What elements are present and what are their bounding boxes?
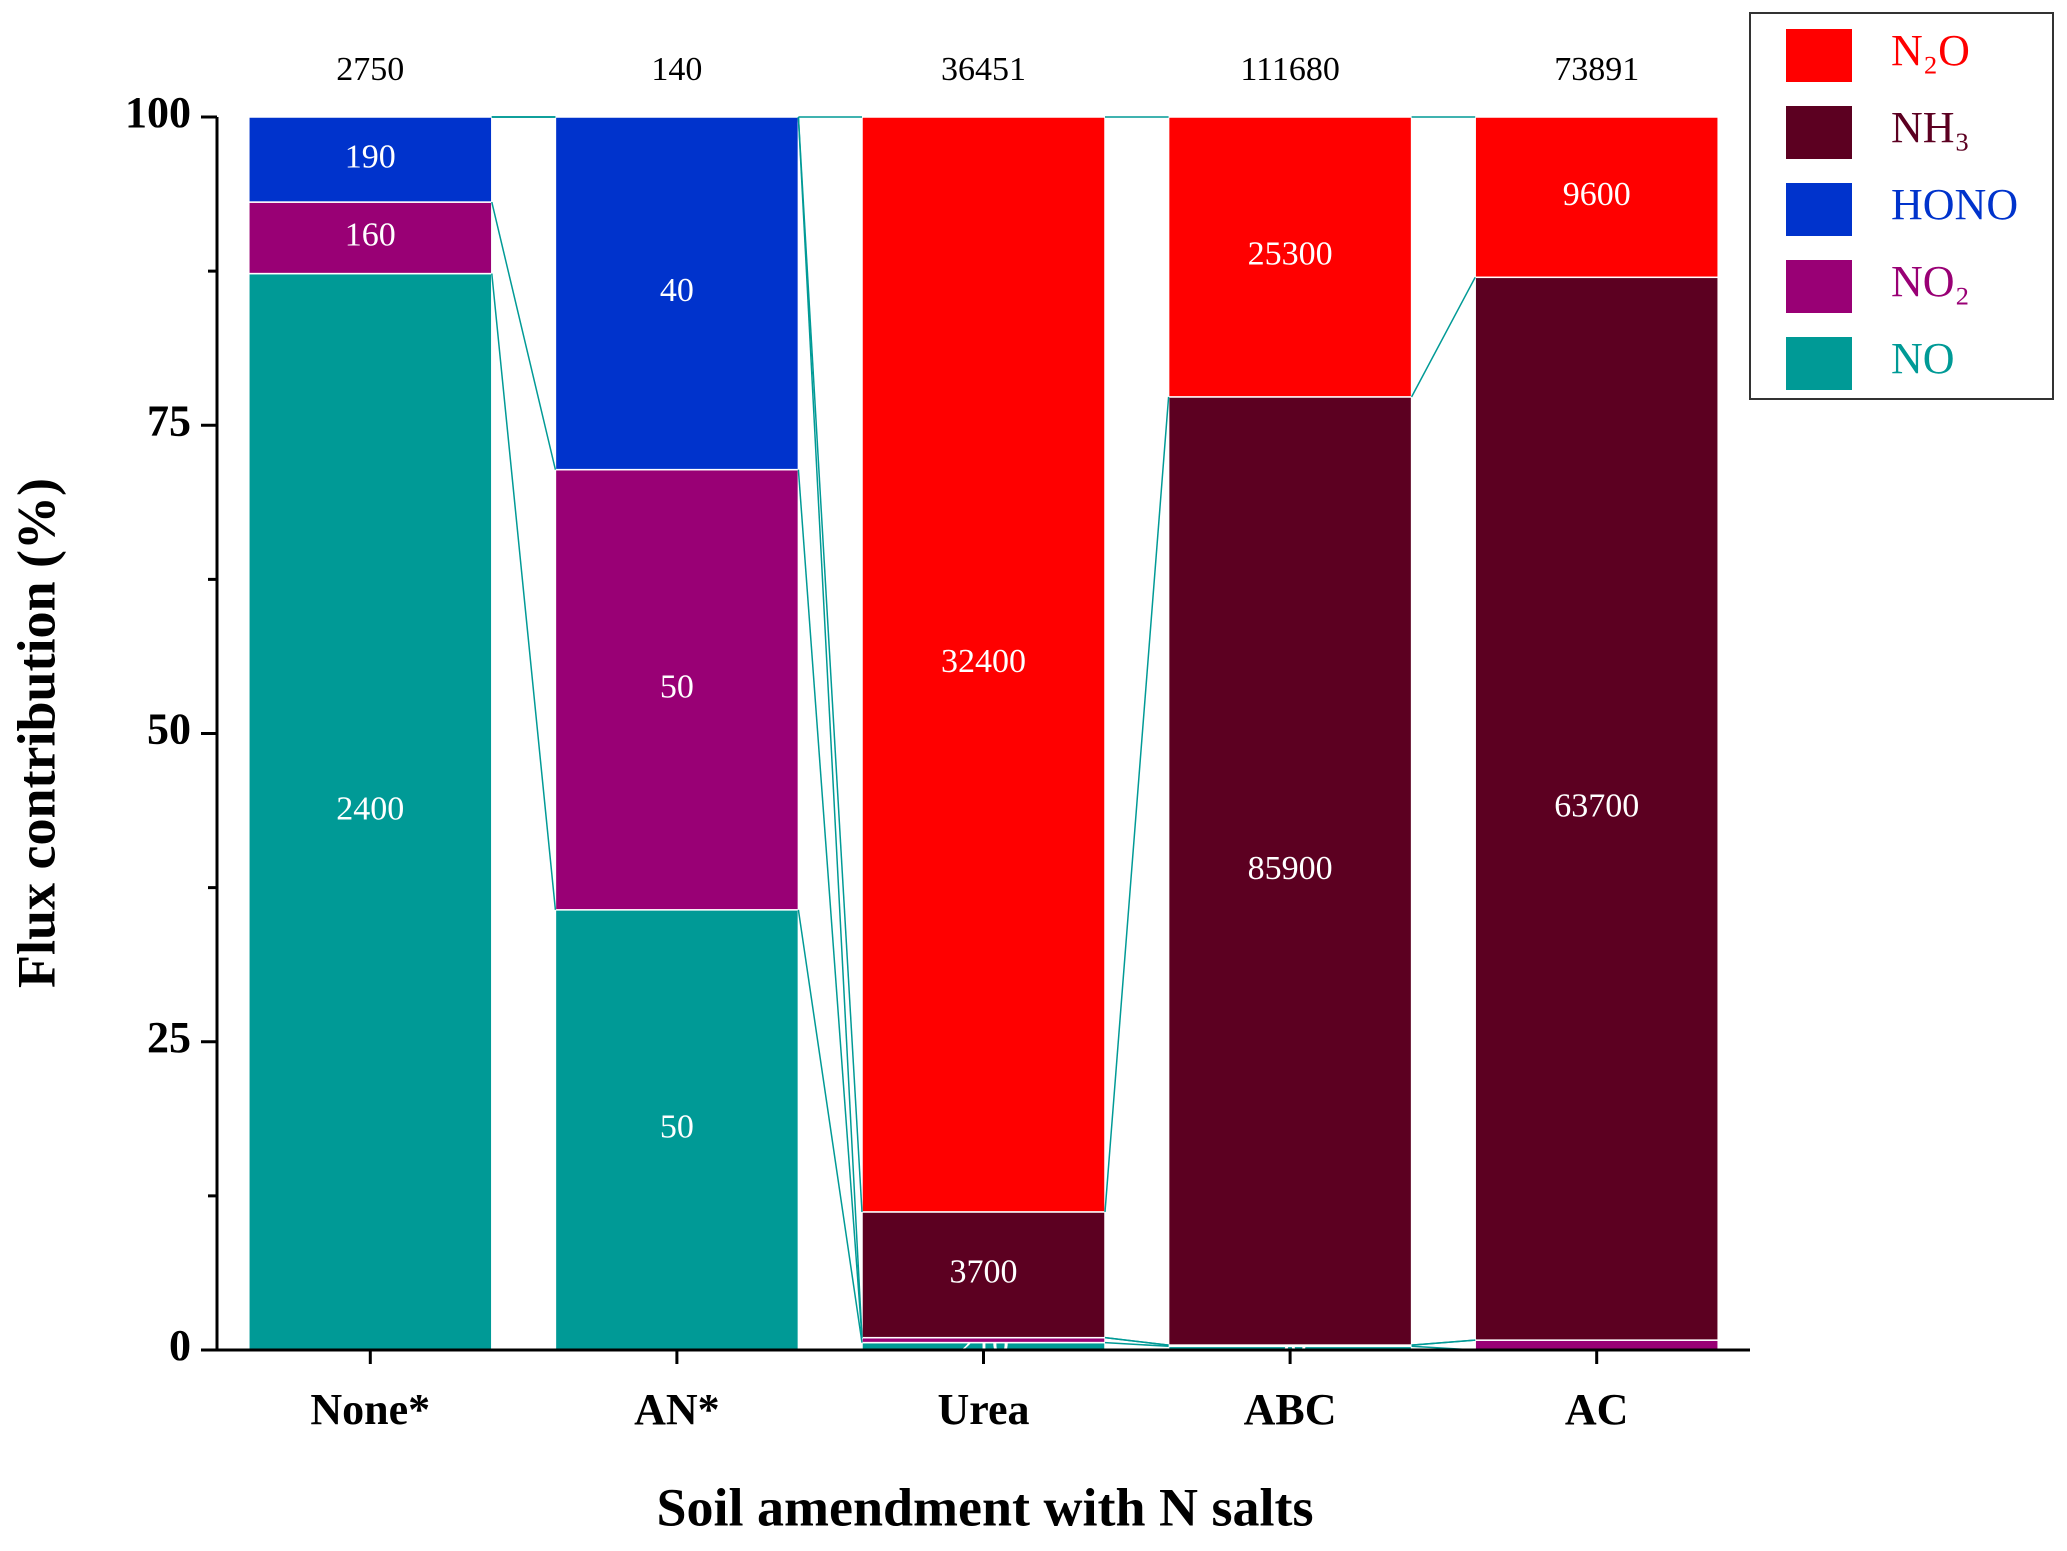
y-tick-label: 100 <box>125 88 191 137</box>
data-label: 190 <box>345 138 396 175</box>
bar-segment <box>861 116 1106 1213</box>
legend-label: NH₃ <box>1891 103 1970 152</box>
bar-segment <box>554 909 800 1351</box>
data-label: 2400 <box>336 791 404 828</box>
connector <box>491 201 557 470</box>
data-label: 40 <box>660 272 694 309</box>
y-axis-title: Flux contribution (%) <box>6 478 66 988</box>
y-tick-label: 0 <box>169 1321 191 1370</box>
bar-segment <box>1474 276 1719 1341</box>
legend-label: NO <box>1891 334 1955 383</box>
bar-segment <box>554 468 800 911</box>
connector <box>797 116 863 1338</box>
connector <box>1104 1336 1169 1346</box>
data-label: 32400 <box>941 643 1026 680</box>
data-label: 25300 <box>1248 236 1333 273</box>
connector <box>1410 276 1476 398</box>
connector <box>797 909 863 1343</box>
total-label: 140 <box>651 51 702 88</box>
bar-segment <box>861 1211 1106 1339</box>
bar-segment <box>554 116 800 471</box>
legend-swatch <box>1786 337 1852 390</box>
x-tick-label: AC <box>1565 1385 1629 1434</box>
total-label: 73891 <box>1554 51 1639 88</box>
x-axis-title: Soil amendment with N salts <box>656 1477 1313 1537</box>
total-label: 36451 <box>941 51 1026 88</box>
connector <box>1411 1339 1476 1346</box>
legend-swatch <box>1786 29 1852 82</box>
y-tick-label: 25 <box>147 1013 191 1062</box>
legend-label: N₂O <box>1891 26 1970 75</box>
data-label: 50 <box>660 1109 694 1146</box>
x-tick-label: ABC <box>1244 1385 1337 1434</box>
bar-segment <box>1167 396 1413 1346</box>
data-label: 63700 <box>1554 788 1639 825</box>
legend-swatch <box>1786 183 1852 236</box>
legend-label: HONO <box>1891 180 2018 229</box>
x-tick-label: Urea <box>937 1385 1029 1434</box>
connector <box>491 273 557 910</box>
connector <box>1104 396 1170 1212</box>
data-label: 160 <box>345 217 396 254</box>
bar-segment <box>248 272 493 1351</box>
legend-swatch <box>1786 260 1852 313</box>
total-label: 2750 <box>336 51 404 88</box>
x-tick-label: None* <box>310 1385 430 1434</box>
total-label: 111680 <box>1240 51 1339 88</box>
bar-segment <box>1167 116 1413 398</box>
connector <box>797 469 863 1338</box>
bar-segment <box>1474 116 1719 279</box>
data-label: 3700 <box>950 1254 1018 1291</box>
x-tick-label: AN* <box>634 1385 720 1434</box>
legend-swatch <box>1786 106 1852 159</box>
legend-label: NO₂ <box>1891 257 1970 306</box>
connector <box>1104 1341 1169 1348</box>
data-label: 9600 <box>1563 176 1631 213</box>
y-tick-label: 75 <box>147 396 191 445</box>
y-tick-label: 50 <box>147 705 191 754</box>
connector <box>797 116 863 1212</box>
data-label: 50 <box>660 669 694 706</box>
bar-segment <box>248 116 493 203</box>
data-label: 85900 <box>1248 850 1333 887</box>
